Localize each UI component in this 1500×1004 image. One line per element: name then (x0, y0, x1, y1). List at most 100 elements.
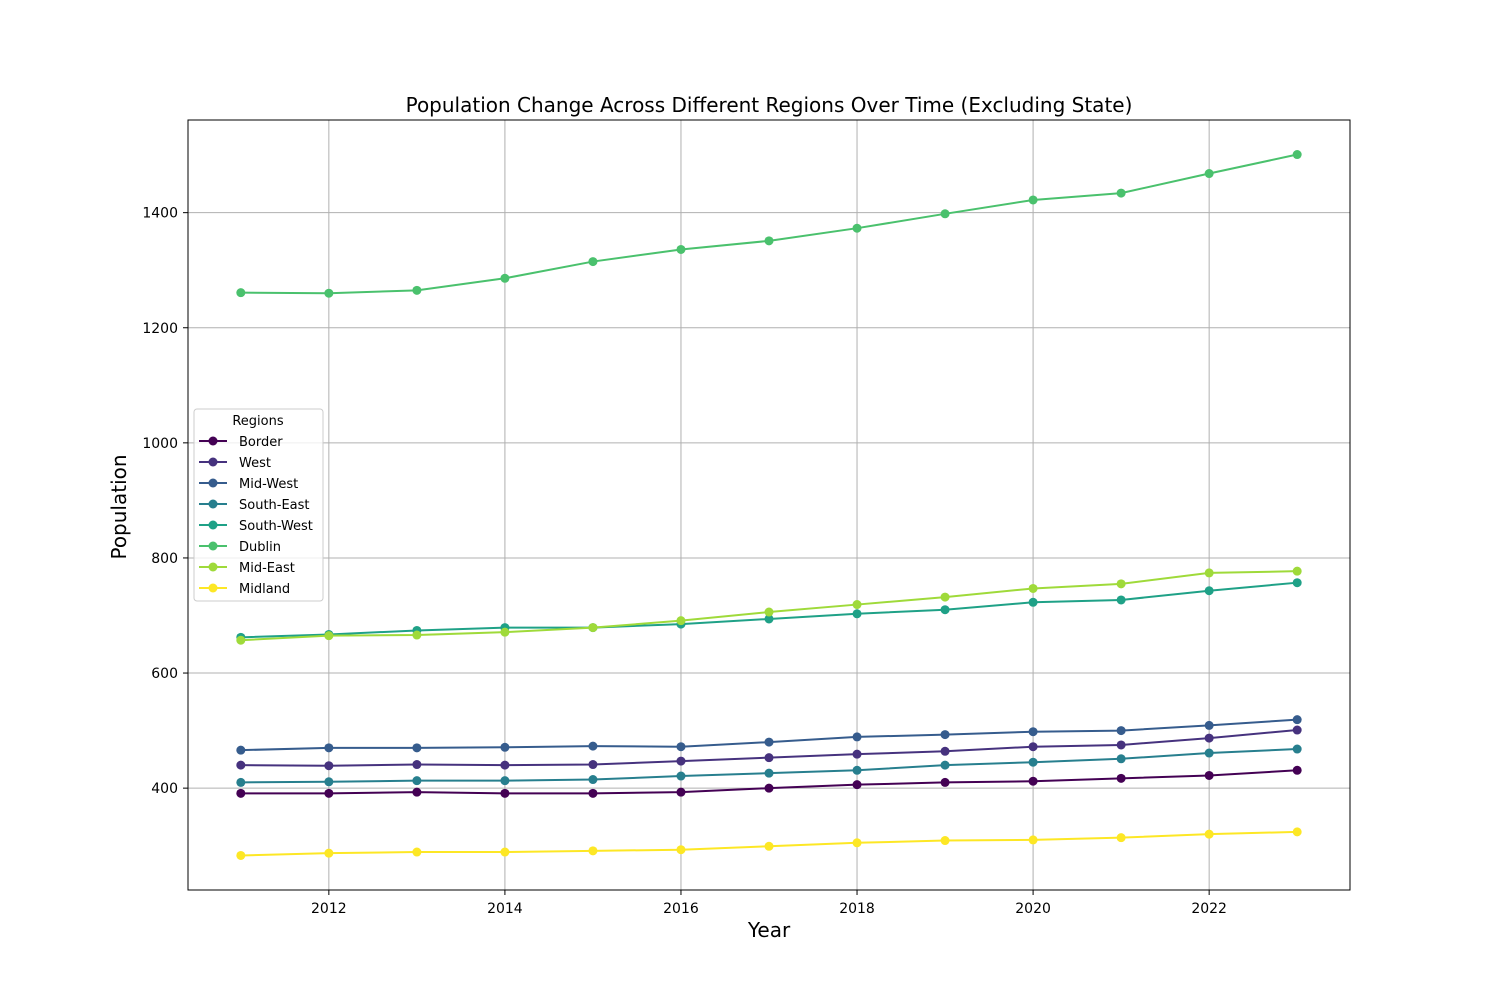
data-point-west (236, 760, 246, 770)
data-point-west (1292, 725, 1302, 735)
data-point-mid-west (1116, 726, 1126, 736)
data-point-border (676, 787, 686, 797)
x-axis-label: Year (747, 918, 791, 942)
data-point-mid-east (764, 607, 774, 617)
data-point-border (940, 777, 950, 787)
data-point-west (500, 760, 510, 770)
y-tick-label: 400 (151, 781, 178, 797)
legend-label-midland: Midland (239, 582, 290, 597)
series-south-east (236, 744, 1302, 787)
data-point-south-east (1204, 748, 1214, 758)
series-line-dublin (240, 153, 1298, 295)
data-point-dublin (1028, 195, 1038, 205)
series-mid-west (236, 715, 1302, 755)
data-point-mid-west (1028, 727, 1038, 737)
data-point-border (1028, 776, 1038, 786)
data-point-midland (588, 846, 598, 856)
legend-entry-midland: Midland (199, 582, 290, 597)
data-point-dublin (764, 236, 774, 246)
data-point-midland (500, 847, 510, 857)
data-point-south-east (236, 777, 246, 787)
x-tick-label: 2014 (487, 901, 523, 917)
legend-marker-south-west (208, 520, 218, 530)
data-point-dublin (588, 257, 598, 267)
data-point-mid-east (852, 600, 862, 610)
data-point-mid-west (500, 742, 510, 752)
legend-entry-mid-east: Mid-East (199, 561, 295, 576)
legend-label-border: Border (239, 435, 283, 450)
legend-marker-border (208, 436, 218, 446)
legend: Regions Border West Mid-West South-East Sout… (193, 408, 324, 602)
data-point-south-west (1028, 597, 1038, 607)
data-point-south-east (852, 765, 862, 775)
data-point-border (324, 788, 334, 798)
x-tick-label: 2012 (311, 901, 347, 917)
data-point-mid-west (324, 743, 334, 753)
data-point-dublin (236, 288, 246, 298)
data-point-south-west (940, 605, 950, 615)
series-midland (236, 827, 1302, 860)
data-point-midland (412, 847, 422, 857)
data-point-border (236, 788, 246, 798)
data-point-mid-east (1028, 583, 1038, 593)
data-point-mid-west (764, 737, 774, 747)
data-point-dublin (1204, 169, 1214, 179)
y-tick-label: 1000 (142, 436, 178, 452)
legend-entry-south-west: South-West (199, 519, 313, 534)
data-point-midland (1116, 833, 1126, 843)
data-point-mid-east (1116, 579, 1126, 589)
data-point-border (1204, 770, 1214, 780)
data-point-south-east (940, 760, 950, 770)
data-point-west (764, 753, 774, 763)
legend-label-dublin: Dublin (239, 540, 281, 555)
data-point-mid-east (412, 630, 422, 640)
series-dublin (236, 150, 1302, 298)
data-point-border (852, 780, 862, 790)
legend-marker-midland (208, 583, 218, 593)
data-point-border (500, 788, 510, 798)
data-point-midland (676, 845, 686, 855)
data-point-south-east (1116, 754, 1126, 764)
data-point-mid-east (588, 623, 598, 633)
data-point-mid-east (1292, 566, 1302, 576)
data-point-dublin (500, 273, 510, 283)
legend-entry-border: Border (199, 435, 283, 450)
data-point-mid-east (940, 592, 950, 602)
data-point-mid-west (852, 732, 862, 742)
data-point-west (1116, 740, 1126, 750)
legend-entry-south-east: South-East (199, 498, 310, 513)
data-point-mid-east (1204, 568, 1214, 578)
data-point-border (764, 783, 774, 793)
x-tick-label: 2016 (663, 901, 699, 917)
legend-marker-dublin (208, 541, 218, 551)
data-point-dublin (676, 244, 686, 254)
data-point-south-west (764, 614, 774, 624)
data-point-dublin (852, 223, 862, 233)
chart-title: Population Change Across Different Regio… (406, 93, 1133, 117)
data-point-midland (1204, 829, 1214, 839)
data-point-west (588, 760, 598, 770)
data-point-south-east (1028, 757, 1038, 767)
data-point-south-west (1292, 578, 1302, 588)
legend-entry-dublin: Dublin (199, 540, 281, 555)
data-point-border (1292, 765, 1302, 775)
data-point-mid-west (1204, 720, 1214, 730)
data-point-west (412, 760, 422, 770)
legend-label-south-east: South-East (239, 498, 310, 513)
data-point-south-east (764, 768, 774, 778)
data-point-mid-west (1292, 715, 1302, 725)
data-point-south-east (588, 775, 598, 785)
legend-entry-mid-west: Mid-West (199, 477, 298, 492)
legend-box (193, 408, 324, 602)
data-point-south-west (1204, 586, 1214, 596)
data-point-midland (852, 838, 862, 848)
data-point-mid-west (940, 730, 950, 740)
data-point-west (1204, 733, 1214, 743)
data-point-dublin (1292, 150, 1302, 160)
data-point-mid-east (676, 616, 686, 626)
data-point-south-west (1116, 595, 1126, 605)
y-tick-label: 1400 (142, 206, 178, 222)
legend-label-south-west: South-West (239, 519, 313, 534)
